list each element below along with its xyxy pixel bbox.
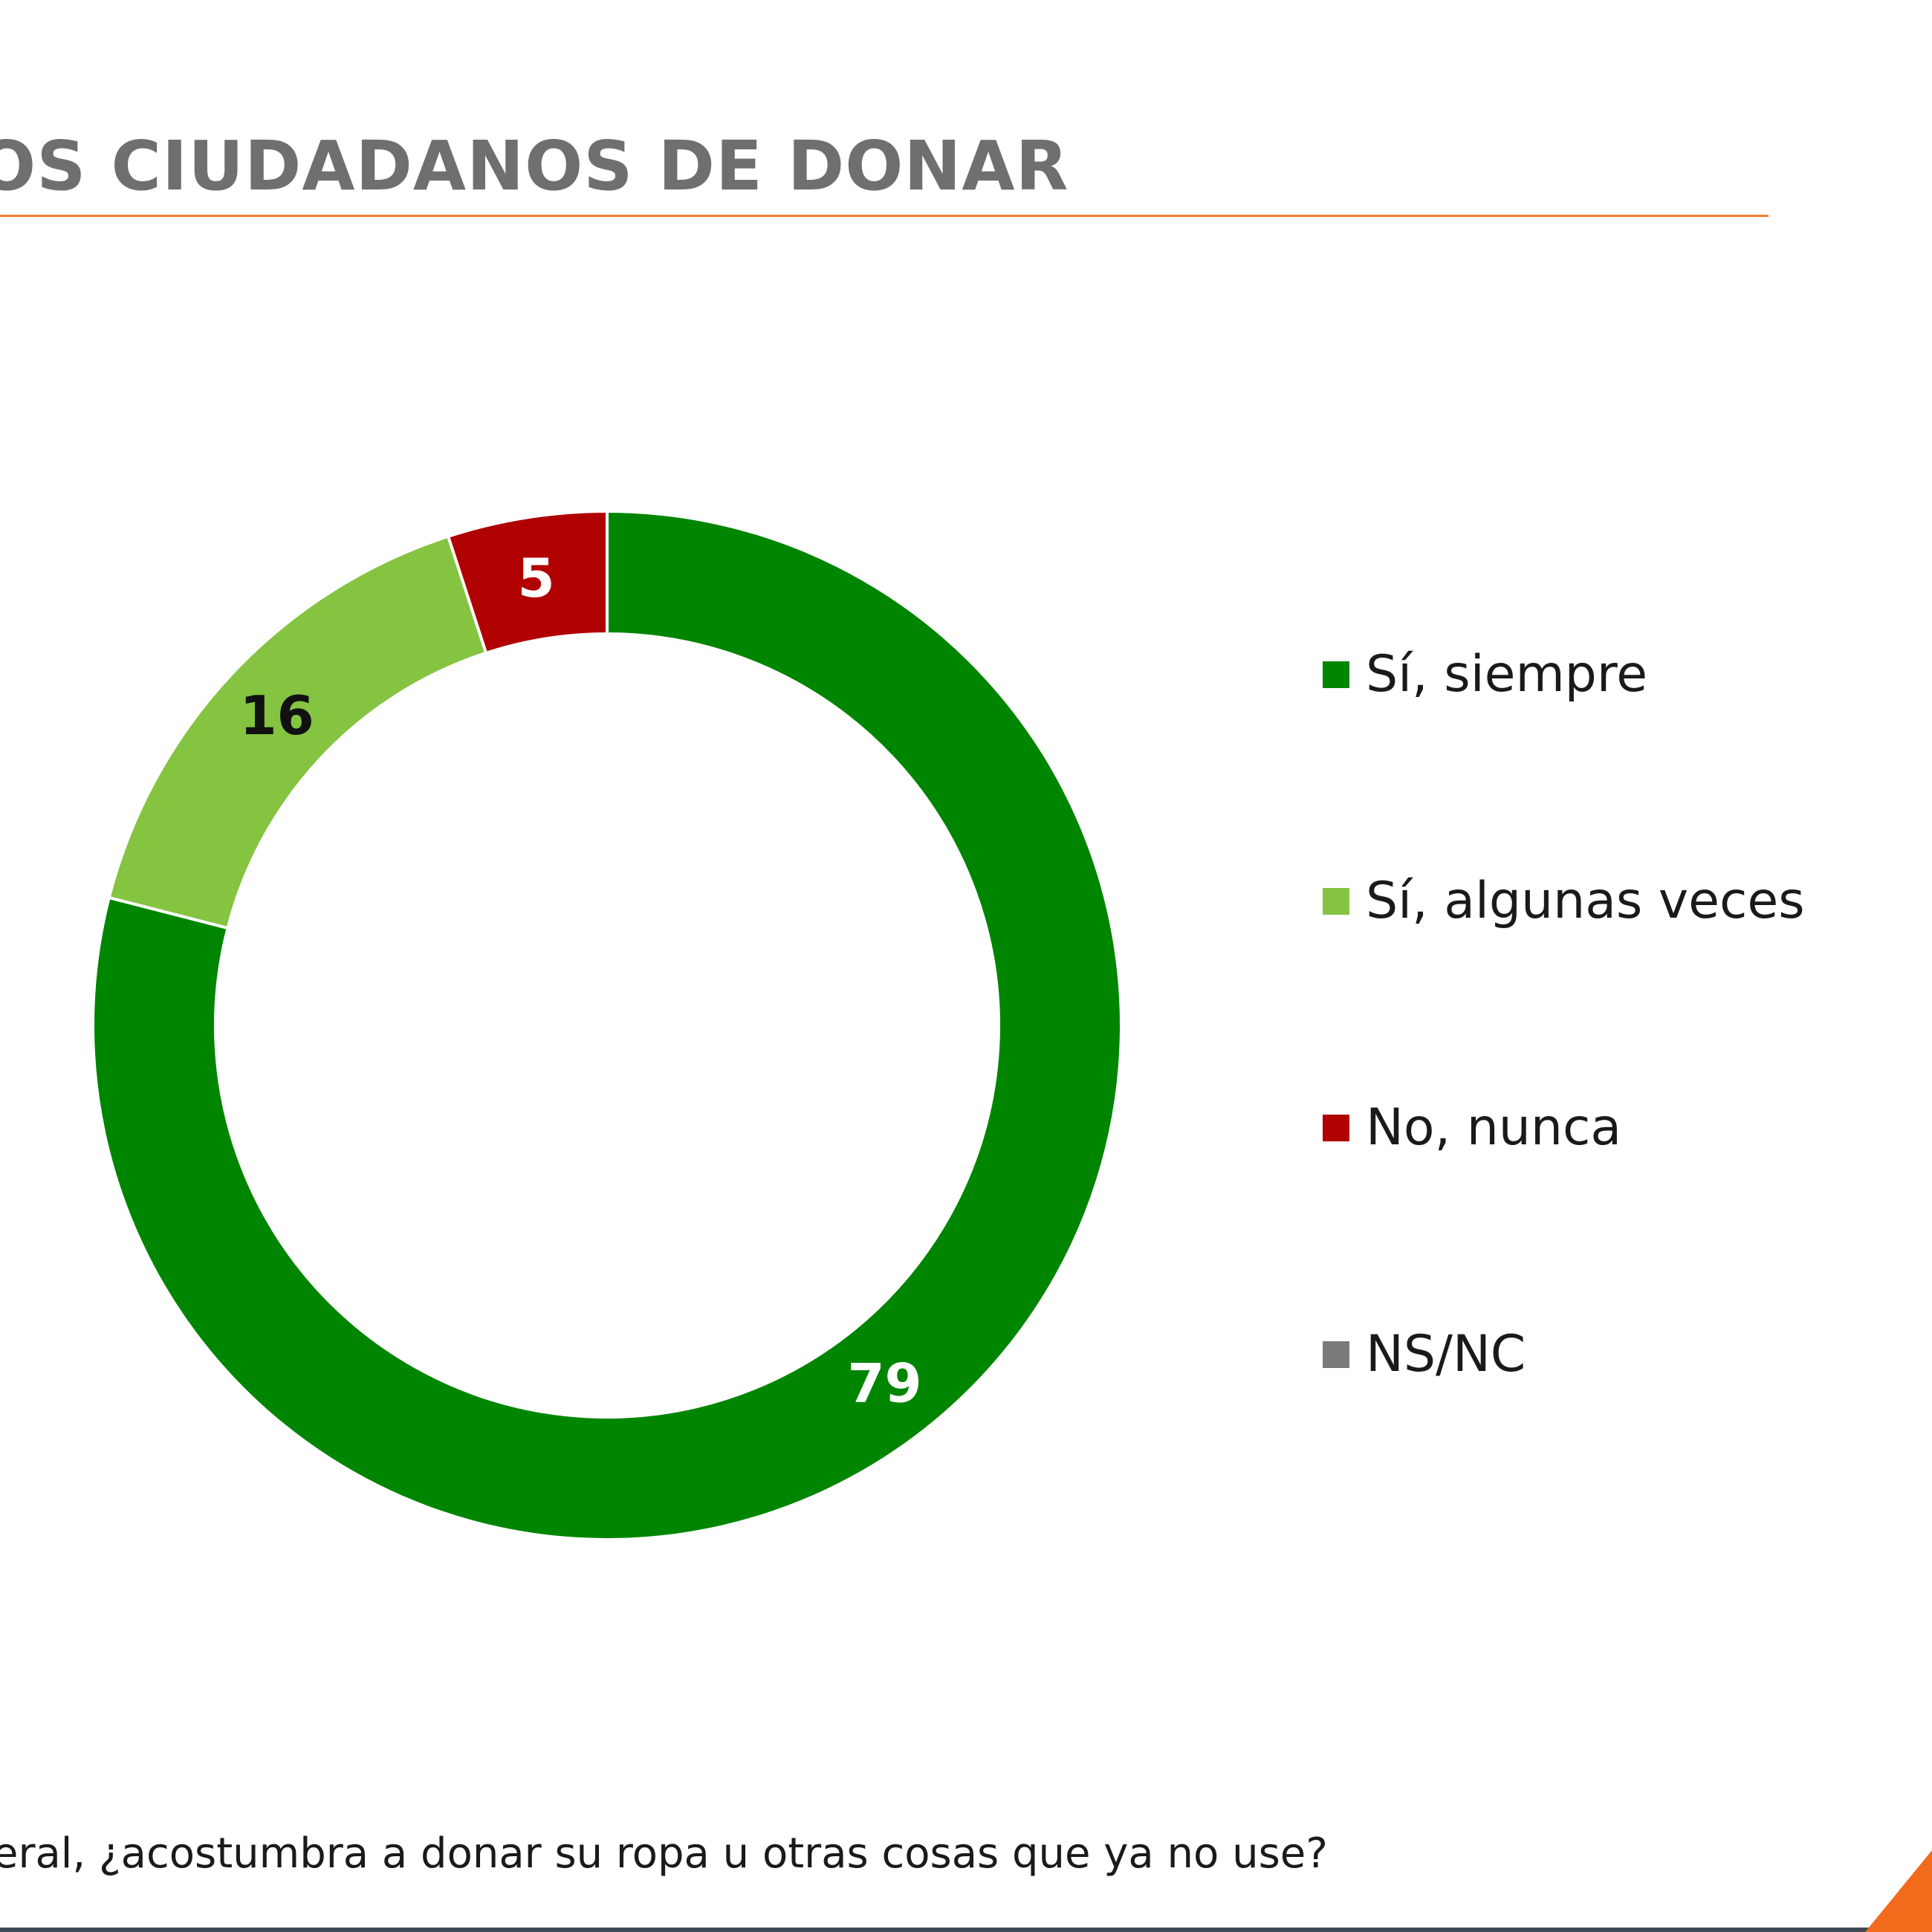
donut-slice-no-nunca [446, 509, 609, 655]
legend-swatch [1323, 661, 1349, 688]
data-label-si-siempre: 79 [847, 1352, 921, 1415]
survey-question: eral, ¿acostumbra a donar su ropa u otra… [0, 1829, 1328, 1878]
corner-accent-shape [1865, 1850, 1932, 1932]
footer-divider [0, 1928, 1932, 1932]
legend-swatch [1323, 1114, 1349, 1141]
legend-label: No, nunca [1366, 1098, 1622, 1157]
legend-label: Sí, siempre [1366, 645, 1648, 704]
legend-item-ns-nc: NS/NC [1323, 1325, 1526, 1384]
legend-item-no-nunca: No, nunca [1323, 1098, 1621, 1157]
data-label-si-algunas-veces: 16 [240, 684, 314, 747]
page-title: OS CIUDADANOS DE DONAR [0, 126, 1069, 206]
legend-label: Sí, algunas veces [1366, 872, 1805, 930]
data-label-no-nunca: 5 [518, 547, 555, 609]
legend-item-si-algunas-veces: Sí, algunas veces [1323, 872, 1805, 930]
legend-swatch [1323, 1341, 1349, 1368]
legend-label: NS/NC [1366, 1325, 1526, 1384]
title-divider [0, 215, 1769, 217]
legend-item-si-siempre: Sí, siempre [1323, 645, 1647, 704]
donut-slice-si-siempre [91, 509, 1123, 1541]
legend-swatch [1323, 887, 1349, 915]
